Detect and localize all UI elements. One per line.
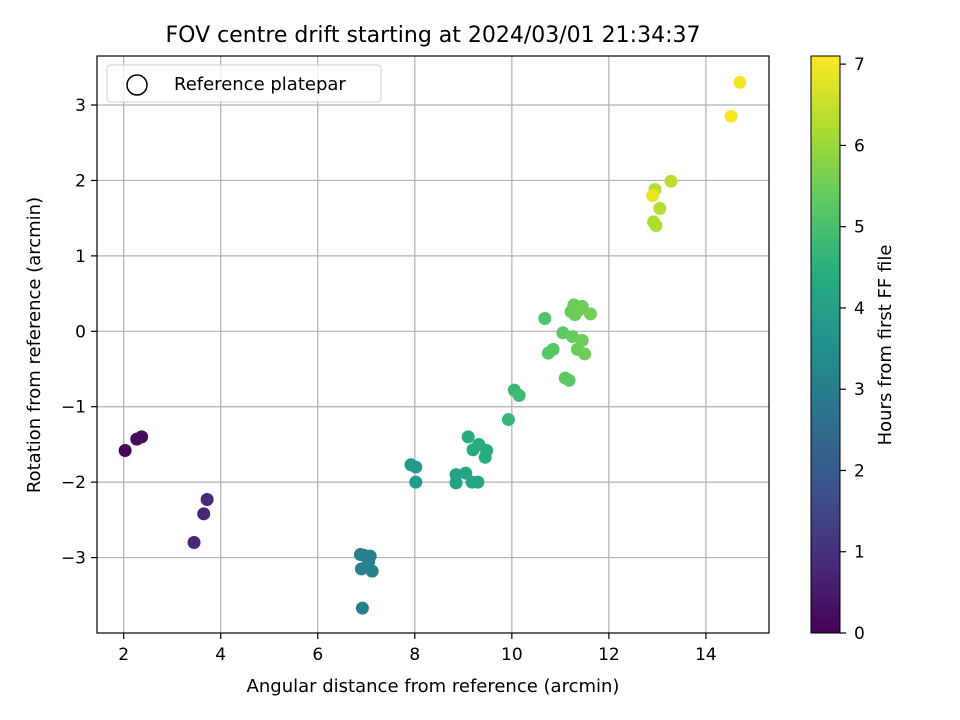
colorbar-tick-label: 1 bbox=[854, 543, 865, 563]
y-tick-label: −2 bbox=[61, 473, 86, 493]
x-axis-ticks: 2 4 6 8 10 12 14 bbox=[118, 633, 717, 665]
data-point bbox=[354, 562, 368, 576]
colorbar-tick-label: 5 bbox=[854, 218, 865, 238]
data-point bbox=[575, 333, 589, 347]
legend-box bbox=[106, 64, 382, 103]
data-point bbox=[562, 373, 576, 387]
data-point bbox=[200, 492, 214, 506]
colorbar-label: Hours from first FF file bbox=[875, 245, 896, 446]
data-point bbox=[724, 109, 738, 123]
y-tick-label: 1 bbox=[75, 247, 86, 267]
y-axis-label: Rotation from reference (arcmin) bbox=[24, 197, 45, 493]
data-point bbox=[365, 564, 379, 578]
data-point bbox=[449, 476, 463, 490]
data-point bbox=[118, 443, 132, 457]
data-point bbox=[478, 450, 492, 464]
data-point bbox=[578, 347, 592, 361]
x-tick-label: 4 bbox=[215, 645, 226, 665]
legend: Reference platepar bbox=[106, 64, 382, 103]
data-point bbox=[461, 430, 475, 444]
legend-entry-reference: Reference platepar bbox=[174, 74, 346, 95]
colorbar-gradient bbox=[810, 55, 841, 634]
data-point bbox=[459, 466, 473, 480]
y-tick-label: −3 bbox=[61, 549, 86, 569]
colorbar: 0 1 2 3 4 5 6 7 Hours from first FF file bbox=[810, 55, 896, 644]
grid bbox=[97, 56, 769, 633]
data-point bbox=[471, 475, 485, 489]
data-point bbox=[187, 535, 201, 549]
colorbar-tick-label: 6 bbox=[854, 136, 865, 156]
data-point bbox=[646, 189, 660, 203]
x-tick-label: 12 bbox=[598, 645, 620, 665]
y-tick-label: 0 bbox=[75, 322, 86, 342]
data-points bbox=[118, 75, 747, 615]
data-point bbox=[546, 342, 560, 356]
colorbar-tick-label: 0 bbox=[854, 624, 865, 644]
y-axis-ticks: −3 −2 −1 0 1 2 3 bbox=[61, 96, 97, 569]
data-point bbox=[409, 460, 423, 474]
data-point bbox=[733, 75, 747, 89]
data-point bbox=[512, 388, 526, 402]
x-axis-label: Angular distance from reference (arcmin) bbox=[247, 676, 620, 697]
colorbar-tick-label: 7 bbox=[854, 55, 865, 75]
data-point bbox=[649, 219, 663, 233]
colorbar-tick-label: 2 bbox=[854, 461, 865, 481]
plot-frame bbox=[96, 55, 770, 634]
data-point bbox=[355, 601, 369, 615]
data-point bbox=[653, 201, 667, 215]
data-point bbox=[664, 174, 678, 188]
x-tick-label: 8 bbox=[409, 645, 420, 665]
data-point bbox=[583, 307, 597, 321]
x-tick-label: 2 bbox=[118, 645, 129, 665]
data-point bbox=[135, 430, 149, 444]
data-point bbox=[197, 507, 211, 521]
data-point bbox=[501, 413, 515, 427]
data-point bbox=[575, 299, 589, 313]
colorbar-tick-label: 4 bbox=[854, 299, 865, 319]
x-tick-label: 6 bbox=[312, 645, 323, 665]
legend-marker-circle bbox=[126, 74, 148, 96]
data-point bbox=[409, 475, 423, 489]
x-tick-label: 14 bbox=[695, 645, 717, 665]
y-tick-label: 3 bbox=[75, 96, 86, 116]
data-point bbox=[538, 311, 552, 325]
x-tick-label: 10 bbox=[501, 645, 523, 665]
colorbar-tick-label: 3 bbox=[854, 380, 865, 400]
y-tick-label: 2 bbox=[75, 171, 86, 191]
colorbar-ticks: 0 1 2 3 4 5 6 7 bbox=[840, 55, 865, 644]
y-tick-label: −1 bbox=[61, 398, 86, 418]
chart-title: FOV centre drift starting at 2024/03/01 … bbox=[166, 23, 701, 48]
